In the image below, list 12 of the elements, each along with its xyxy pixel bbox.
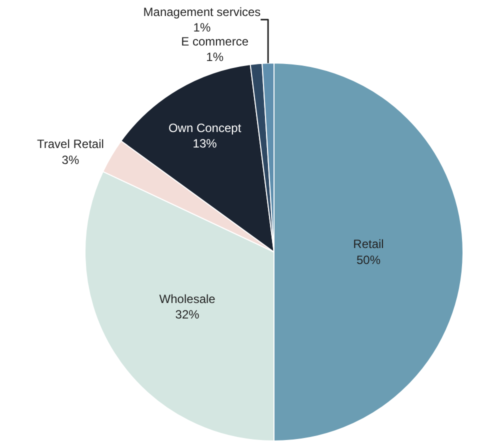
slice-label: Management services xyxy=(143,4,261,19)
data-label: 1% xyxy=(206,50,224,64)
slice-label: Own Concept xyxy=(168,120,242,135)
data-label: 32% xyxy=(175,308,200,322)
data-label: 1% xyxy=(193,20,211,34)
data-label: 13% xyxy=(192,136,218,150)
data-label: 50% xyxy=(356,252,381,267)
slice-label: Wholesale xyxy=(159,292,216,306)
slice-label: Travel Retail xyxy=(37,137,104,152)
data-label: 3% xyxy=(62,152,80,167)
slice-label: Retail xyxy=(353,237,384,252)
slice-label: E commerce xyxy=(181,34,249,48)
